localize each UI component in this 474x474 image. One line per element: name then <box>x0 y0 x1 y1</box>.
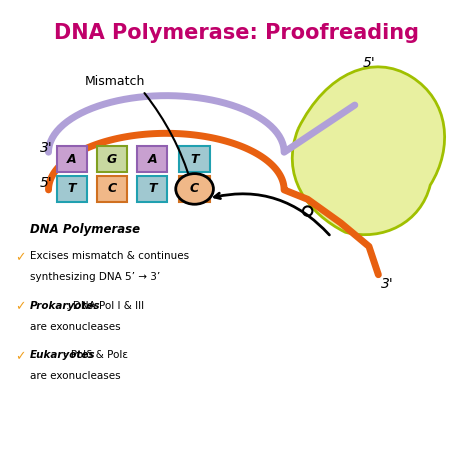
FancyBboxPatch shape <box>57 176 87 202</box>
Text: G: G <box>107 153 117 166</box>
Text: C: C <box>190 182 199 195</box>
Text: Mismatch: Mismatch <box>84 75 145 88</box>
Text: 3': 3' <box>40 141 53 155</box>
Text: C: C <box>108 182 117 195</box>
Ellipse shape <box>176 173 213 204</box>
Text: ✓: ✓ <box>16 251 26 264</box>
Text: are exonucleases: are exonucleases <box>30 322 120 332</box>
FancyBboxPatch shape <box>179 176 210 202</box>
Text: C: C <box>190 182 199 195</box>
Text: 5': 5' <box>363 55 375 70</box>
FancyBboxPatch shape <box>137 146 167 172</box>
Text: Eukaryotes: Eukaryotes <box>30 350 95 360</box>
Text: T: T <box>191 153 199 166</box>
Text: Excises mismatch & continues: Excises mismatch & continues <box>30 251 189 261</box>
FancyBboxPatch shape <box>137 176 167 202</box>
Text: A: A <box>147 153 157 166</box>
Text: : Polδ & Polε: : Polδ & Polε <box>64 350 128 360</box>
PathPatch shape <box>292 67 445 235</box>
Text: 3': 3' <box>382 277 394 291</box>
Text: T: T <box>148 182 156 195</box>
FancyBboxPatch shape <box>179 146 210 172</box>
Text: 5': 5' <box>40 176 53 190</box>
Text: ✓: ✓ <box>16 350 26 363</box>
Text: Prokaryotes: Prokaryotes <box>30 301 100 310</box>
Text: DNA Polymerase: DNA Polymerase <box>30 223 140 236</box>
Text: A: A <box>67 153 77 166</box>
Text: : DNA Pol I & III: : DNA Pol I & III <box>66 301 145 310</box>
Text: T: T <box>68 182 76 195</box>
FancyBboxPatch shape <box>97 146 128 172</box>
Text: DNA Polymerase: Proofreading: DNA Polymerase: Proofreading <box>55 23 419 43</box>
Text: ✓: ✓ <box>16 301 26 314</box>
Text: synthesizing DNA 5’ → 3’: synthesizing DNA 5’ → 3’ <box>30 273 160 283</box>
FancyBboxPatch shape <box>57 146 87 172</box>
Text: are exonucleases: are exonucleases <box>30 371 120 381</box>
FancyBboxPatch shape <box>97 176 128 202</box>
